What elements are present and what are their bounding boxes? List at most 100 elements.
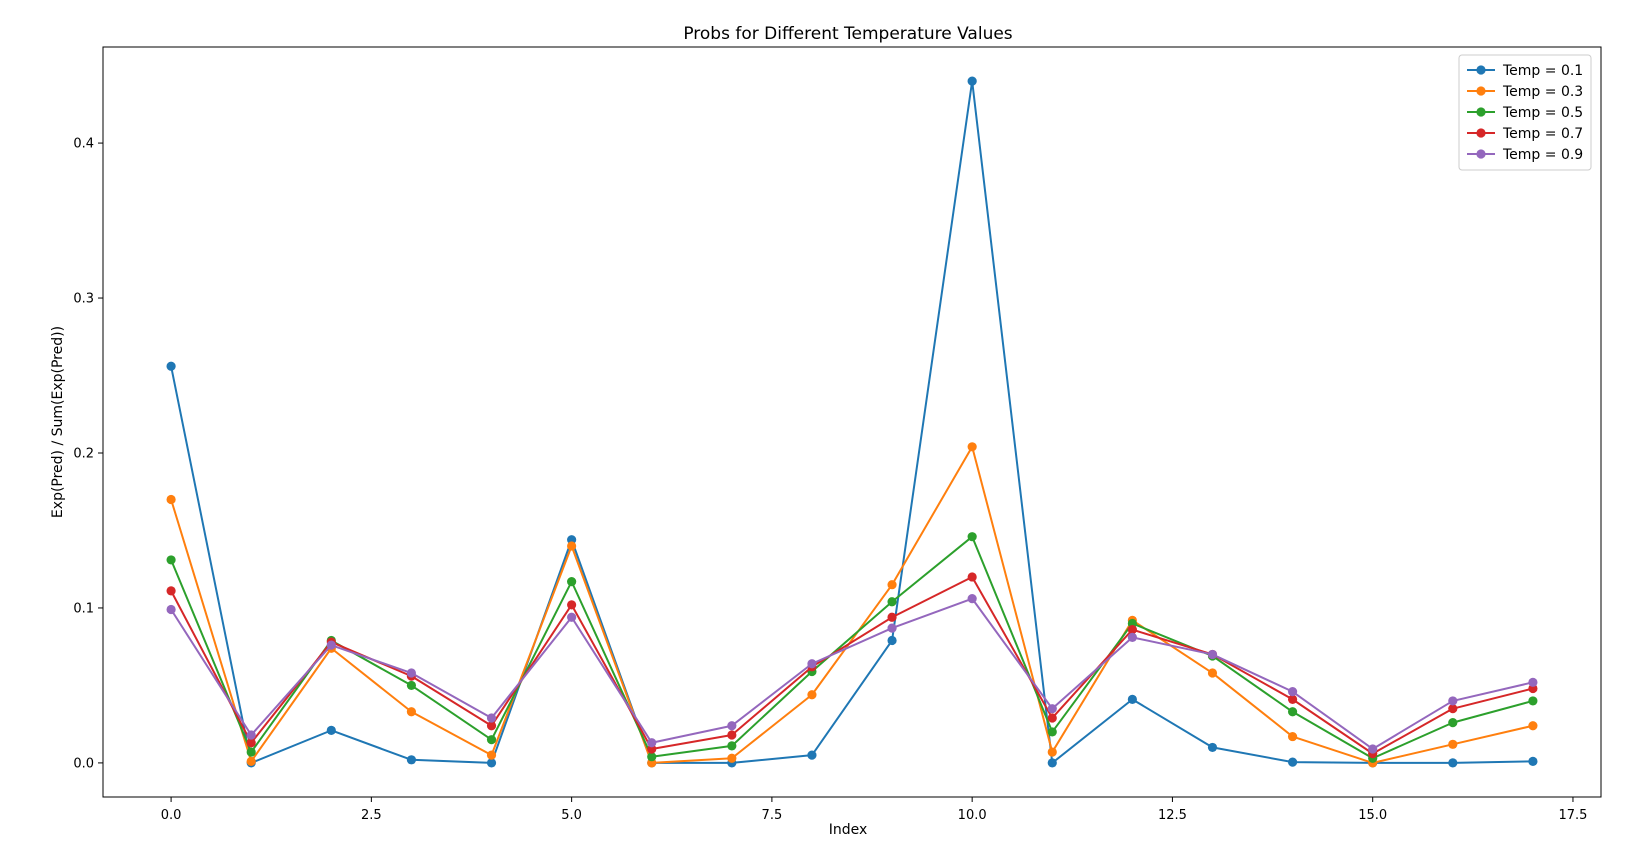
data-point [647, 752, 657, 762]
data-point [807, 659, 817, 669]
y-tick-label: 0.2 [73, 446, 94, 461]
data-point [406, 707, 417, 717]
series-line [170, 597, 1534, 750]
legend-item: Temp = 0.9 [1467, 147, 1583, 163]
x-tick-label: 0.0 [161, 808, 182, 823]
data-point [807, 690, 817, 700]
legend-label: Temp = 0.3 [1502, 84, 1583, 100]
data-point [1047, 704, 1057, 714]
series-line [170, 535, 1534, 760]
data-point [1047, 747, 1057, 757]
data-point [1047, 727, 1057, 737]
data-point [486, 735, 497, 745]
data-point [1207, 742, 1218, 753]
data-point [647, 738, 657, 748]
data-point [727, 730, 737, 740]
data-point [246, 730, 256, 740]
x-axis-label: Index [829, 822, 868, 838]
series-group [166, 594, 1538, 754]
data-point [166, 604, 176, 615]
data-point [486, 758, 497, 768]
x-tick-label: 2.5 [361, 808, 382, 823]
legend-label: Temp = 0.7 [1502, 126, 1583, 142]
data-point [1207, 649, 1218, 660]
data-point [1207, 668, 1218, 678]
x-tick-label: 15.0 [1358, 808, 1387, 823]
data-point [1528, 677, 1538, 687]
plot-background [103, 47, 1601, 797]
legend: Temp = 0.1 Temp = 0.3 Temp = 0.5 Temp = 0.7… [1458, 54, 1592, 171]
data-point [967, 76, 977, 86]
legend-box [1458, 54, 1592, 171]
y-tick-label: 0.1 [73, 601, 94, 616]
data-point [406, 755, 417, 765]
axes-layer: 0.0 2.5 5.0 7.5 10.0 12.5 15.0 17.5 0.0 0.1 0.2 0.3… [73, 46, 1602, 823]
data-point [727, 753, 737, 763]
series-group [166, 442, 1538, 768]
legend-item: Temp = 0.5 [1467, 105, 1583, 121]
data-point [1448, 704, 1458, 714]
x-tick-label: 10.0 [958, 808, 987, 823]
data-point [1528, 721, 1538, 731]
data-point [486, 750, 497, 760]
legend-marker [1476, 107, 1486, 117]
y-tick-label: 0.3 [73, 292, 94, 307]
y-tick-label: 0.0 [73, 756, 94, 771]
series-line [170, 80, 1534, 764]
data-point [887, 612, 897, 622]
legend-label: Temp = 0.1 [1502, 63, 1583, 79]
legend-marker [1476, 149, 1486, 159]
data-point [1448, 696, 1458, 706]
data-point [1448, 739, 1458, 749]
data-point [887, 623, 897, 633]
data-point [1368, 744, 1378, 754]
data-point [727, 741, 737, 751]
data-point [887, 597, 897, 607]
data-point [967, 572, 977, 582]
data-point [1528, 756, 1538, 766]
data-point [1127, 694, 1137, 704]
legend-marker [1476, 65, 1486, 75]
x-tick-label: 7.5 [762, 808, 783, 823]
data-point [887, 580, 897, 590]
legend-marker [1476, 86, 1486, 96]
data-point [1287, 687, 1298, 697]
data-point [567, 600, 577, 610]
legend-item: Temp = 0.7 [1467, 126, 1583, 142]
plot-area [103, 47, 1601, 797]
data-point [727, 721, 737, 731]
legend-label: Temp = 0.9 [1502, 147, 1583, 163]
chart-title: Probs for Different Temperature Values [683, 24, 1012, 44]
series-layer [166, 76, 1538, 768]
data-point [1448, 718, 1458, 728]
data-point [166, 555, 176, 565]
data-point [166, 494, 176, 505]
legend-item: Temp = 0.1 [1467, 63, 1583, 79]
data-point [887, 635, 897, 646]
data-point [1287, 731, 1298, 742]
data-point [1448, 758, 1458, 768]
data-point [567, 577, 577, 587]
data-point [166, 586, 176, 596]
x-tick-label: 12.5 [1158, 808, 1187, 823]
data-point [246, 756, 256, 766]
data-point [1528, 696, 1538, 706]
axes-frame [102, 46, 1602, 798]
data-point [246, 738, 256, 748]
data-point [1287, 707, 1298, 717]
x-tick-label: 17.5 [1558, 808, 1587, 823]
legend-marker [1476, 128, 1486, 138]
data-point [1047, 758, 1057, 768]
data-point [246, 747, 256, 757]
y-axis-label: Exp(Pred) / Sum(Exp(Pred)) [50, 326, 66, 518]
data-point [326, 725, 336, 735]
data-point [1047, 713, 1057, 723]
data-point [166, 361, 176, 371]
data-point [567, 612, 577, 622]
data-point [967, 532, 977, 542]
data-point [326, 640, 336, 650]
data-point [1287, 694, 1298, 704]
data-point [1127, 632, 1137, 642]
